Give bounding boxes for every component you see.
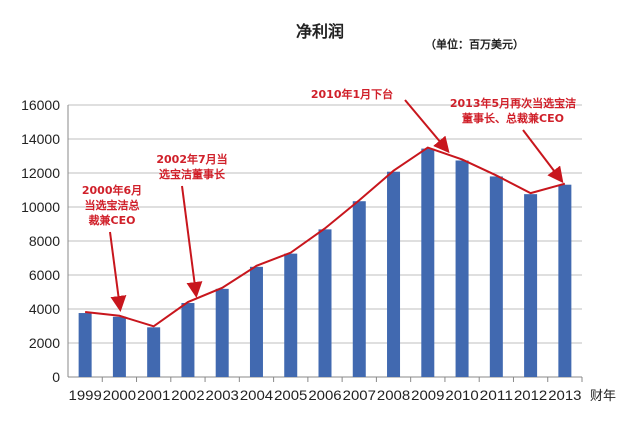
annotation-line: 选宝洁董事长	[159, 168, 225, 181]
y-tick-label: 8000	[29, 233, 60, 249]
annotation-line: 2002年7月当	[156, 153, 228, 166]
annotation-line: 2000年6月	[81, 184, 143, 197]
annotation-line: 2010年1月下台	[310, 88, 394, 101]
bar-2008	[387, 171, 401, 377]
bar-2013	[558, 184, 572, 377]
bar-2005	[284, 253, 298, 377]
bar-2007	[352, 201, 366, 377]
x-tick-label: 2008	[377, 387, 410, 403]
bar-2001	[147, 327, 161, 377]
annotation-2010: 2010年1月下台	[311, 87, 393, 102]
x-tick-label: 2007	[343, 387, 376, 403]
x-tick-label: 2001	[137, 387, 170, 403]
x-tick-label: 2002	[171, 387, 204, 403]
annotation-line: 2013年5月再次当选宝洁	[449, 97, 577, 110]
annotation-arrow-2	[404, 99, 450, 154]
y-tick-label: 6000	[29, 267, 60, 283]
y-tick-label: 4000	[29, 301, 60, 317]
annotation-line: 裁兼CEO	[88, 214, 136, 227]
x-tick-label: 2013	[548, 387, 581, 403]
x-tick-label: 2005	[274, 387, 307, 403]
annotation-2000: 2000年6月 当选宝洁总 裁兼CEO	[82, 183, 142, 228]
annotation-2013: 2013年5月再次当选宝洁 董事长、总裁兼CEO	[450, 96, 576, 126]
bar-2003	[215, 288, 229, 377]
x-tick-label: 2004	[240, 387, 273, 403]
bar-2004	[249, 266, 263, 377]
annotation-line: 当选宝洁总	[84, 199, 140, 212]
x-tick-label: 2003	[206, 387, 239, 403]
bar-1999	[78, 313, 92, 377]
x-tick-label: 1999	[69, 387, 102, 403]
annotation-arrow-1	[181, 185, 203, 298]
bar-2006	[318, 229, 332, 377]
unit-note: （单位：百万美元）	[425, 38, 524, 51]
bar-2009	[421, 148, 435, 377]
bar-2011	[489, 176, 503, 377]
annotation-2002: 2002年7月当 选宝洁董事长	[156, 152, 227, 182]
bar-2012	[524, 194, 538, 377]
bar-2000	[112, 316, 126, 377]
x-axis-label: 财年	[590, 389, 616, 404]
x-tick-label: 2010	[445, 387, 478, 403]
x-tick-label: 2011	[480, 387, 513, 403]
x-tick-label: 2012	[514, 387, 547, 403]
x-tick-label: 2000	[103, 387, 136, 403]
bar-2002	[181, 303, 195, 377]
annotation-arrow-0	[109, 231, 127, 312]
bar-2010	[455, 160, 469, 377]
x-tick-label: 2006	[308, 387, 341, 403]
annotation-line: 董事长、总裁兼CEO	[462, 112, 564, 125]
trend-line	[85, 146, 566, 328]
y-tick-label: 12000	[21, 165, 60, 181]
x-tick-label: 2009	[411, 387, 444, 403]
chart-title: 净利润	[295, 22, 344, 41]
y-tick-label: 14000	[21, 131, 60, 147]
annotation-arrow-3	[522, 129, 564, 184]
y-tick-label: 0	[52, 369, 60, 385]
y-tick-label: 16000	[21, 97, 60, 113]
y-tick-label: 10000	[21, 199, 60, 215]
y-tick-label: 2000	[29, 335, 60, 351]
